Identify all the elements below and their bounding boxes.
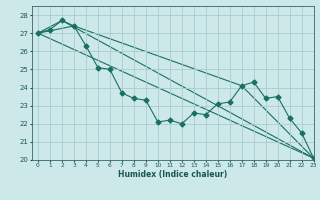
X-axis label: Humidex (Indice chaleur): Humidex (Indice chaleur) [118,170,228,179]
